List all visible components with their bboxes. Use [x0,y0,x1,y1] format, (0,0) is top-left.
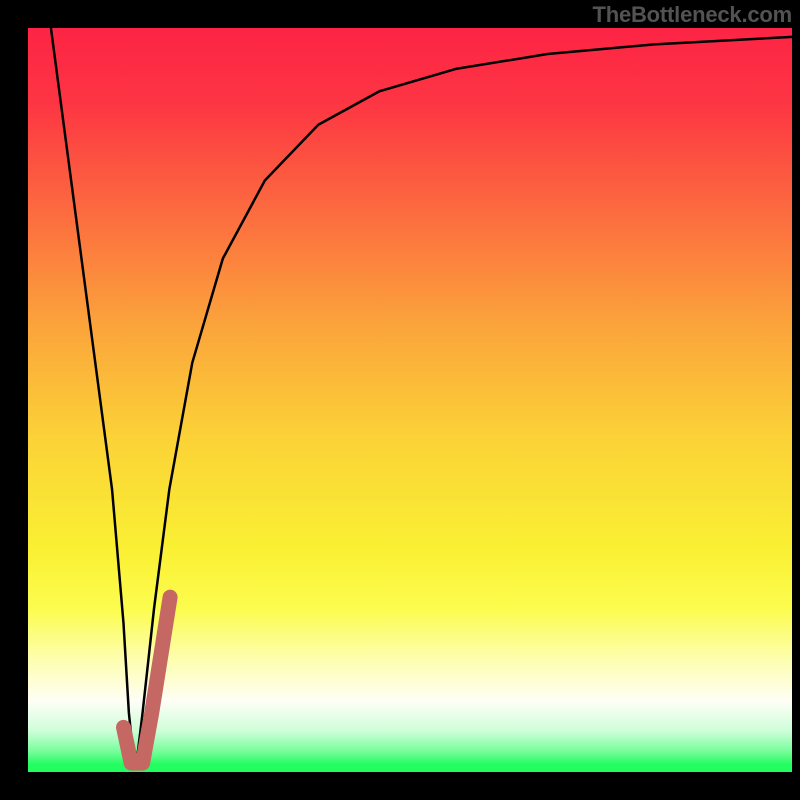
plot-area [28,28,792,772]
curves-layer [28,28,792,772]
watermark-text: TheBottleneck.com [592,2,792,28]
chart-frame: TheBottleneck.com [0,0,800,800]
